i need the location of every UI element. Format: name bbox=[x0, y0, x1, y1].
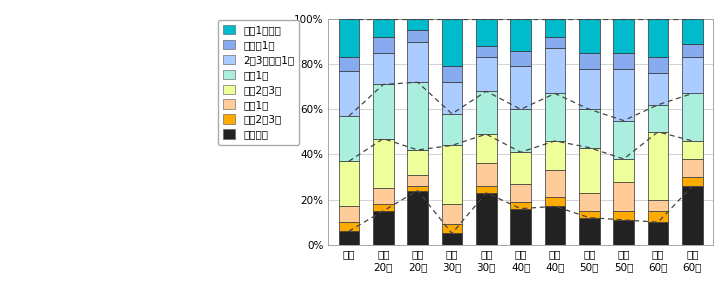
Bar bbox=[407, 82, 428, 150]
Bar bbox=[682, 186, 703, 245]
Bar bbox=[682, 19, 703, 44]
Bar bbox=[476, 134, 496, 164]
Bar bbox=[682, 177, 703, 186]
Bar bbox=[579, 148, 600, 193]
Bar bbox=[510, 202, 531, 209]
Bar bbox=[442, 224, 462, 233]
Bar bbox=[510, 152, 531, 184]
Bar bbox=[510, 209, 531, 245]
Bar bbox=[682, 94, 703, 141]
Bar bbox=[648, 211, 668, 222]
Bar bbox=[407, 191, 428, 245]
Bar bbox=[407, 19, 428, 30]
Bar bbox=[648, 19, 668, 57]
Bar bbox=[373, 211, 394, 245]
Bar bbox=[373, 139, 394, 188]
Bar bbox=[407, 175, 428, 186]
Bar bbox=[442, 233, 462, 245]
Bar bbox=[545, 170, 566, 197]
Bar bbox=[510, 184, 531, 202]
Bar bbox=[373, 19, 394, 37]
Bar bbox=[579, 69, 600, 109]
Bar bbox=[476, 57, 496, 91]
Bar bbox=[339, 116, 359, 161]
Bar bbox=[614, 220, 634, 245]
Bar bbox=[510, 19, 531, 51]
Bar bbox=[614, 121, 634, 159]
Bar bbox=[648, 199, 668, 211]
Bar bbox=[579, 53, 600, 69]
Bar bbox=[339, 231, 359, 245]
Bar bbox=[579, 218, 600, 245]
Bar bbox=[545, 141, 566, 170]
Bar bbox=[579, 211, 600, 218]
Bar bbox=[545, 94, 566, 141]
Bar bbox=[476, 193, 496, 245]
Bar bbox=[476, 186, 496, 193]
Bar bbox=[682, 141, 703, 159]
Bar bbox=[476, 46, 496, 57]
Bar bbox=[579, 19, 600, 53]
Bar bbox=[510, 51, 531, 66]
Bar bbox=[545, 206, 566, 245]
Bar bbox=[442, 19, 462, 66]
Bar bbox=[648, 132, 668, 199]
Bar bbox=[442, 82, 462, 114]
Bar bbox=[545, 37, 566, 48]
Bar bbox=[614, 182, 634, 211]
Bar bbox=[339, 71, 359, 116]
Bar bbox=[476, 19, 496, 46]
Bar bbox=[614, 159, 634, 182]
Bar bbox=[373, 204, 394, 211]
Bar bbox=[614, 19, 634, 53]
Bar bbox=[407, 42, 428, 82]
Bar bbox=[648, 73, 668, 105]
Bar bbox=[545, 48, 566, 94]
Bar bbox=[407, 186, 428, 191]
Bar bbox=[614, 69, 634, 121]
Bar bbox=[648, 105, 668, 132]
Bar bbox=[579, 109, 600, 148]
Bar bbox=[510, 109, 531, 152]
Bar bbox=[339, 161, 359, 206]
Bar bbox=[545, 197, 566, 206]
Bar bbox=[648, 57, 668, 73]
Bar bbox=[614, 211, 634, 220]
Bar bbox=[373, 37, 394, 53]
Bar bbox=[407, 150, 428, 175]
Bar bbox=[339, 206, 359, 222]
Bar bbox=[373, 84, 394, 139]
Bar bbox=[510, 66, 531, 109]
Bar bbox=[339, 222, 359, 231]
Bar bbox=[373, 188, 394, 204]
Bar bbox=[648, 222, 668, 245]
Bar bbox=[476, 164, 496, 186]
Bar bbox=[442, 66, 462, 82]
Bar bbox=[476, 91, 496, 134]
Bar bbox=[682, 159, 703, 177]
Bar bbox=[339, 19, 359, 57]
Bar bbox=[339, 57, 359, 71]
Bar bbox=[373, 53, 394, 84]
Bar bbox=[682, 44, 703, 57]
Bar bbox=[682, 57, 703, 94]
Bar bbox=[407, 30, 428, 42]
Bar bbox=[442, 204, 462, 224]
Bar bbox=[579, 193, 600, 211]
Bar bbox=[442, 114, 462, 146]
Bar bbox=[545, 19, 566, 37]
Bar bbox=[442, 146, 462, 204]
Bar bbox=[614, 53, 634, 69]
Legend: 年に1回以下, 半年に1回, 2～3カ月に1回, 月に1回, 月に2～3回, 週に1回, 週に2～3回, ほぼ毎日: 年に1回以下, 半年に1回, 2～3カ月に1回, 月に1回, 月に2～3回, 週… bbox=[218, 20, 299, 145]
